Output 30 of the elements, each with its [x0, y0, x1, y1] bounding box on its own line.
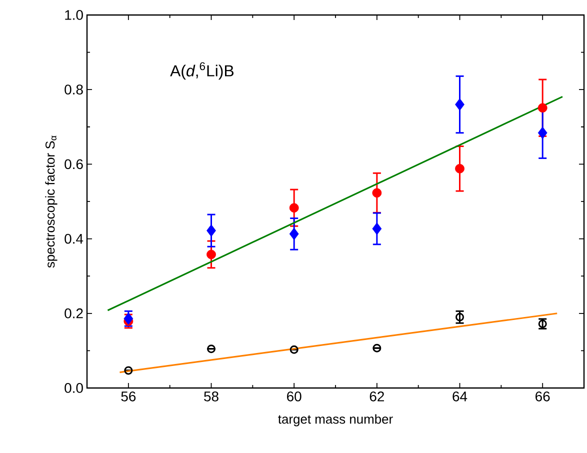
y-axis-title: spectroscopic factor S$_{α}$ [45, 136, 58, 268]
point [372, 188, 382, 198]
point [538, 103, 548, 113]
annotation: A(d,$^{6}$Li)B [170, 62, 234, 80]
y-tick-label: 0.4 [64, 234, 84, 244]
point [455, 164, 464, 174]
point [372, 344, 382, 352]
point [206, 250, 216, 260]
point [456, 312, 464, 322]
point [124, 366, 133, 375]
x-tick-label: 56 [121, 391, 136, 402]
x-tick-label: 66 [536, 391, 550, 402]
point [455, 98, 464, 111]
point [290, 345, 298, 354]
x-tick-label: 64 [452, 391, 468, 402]
y-tick-label: 0.2 [64, 308, 83, 318]
point [538, 126, 548, 140]
point [289, 203, 299, 213]
x-tick-label: 60 [287, 391, 302, 402]
point [372, 222, 382, 235]
x-tick-label: 62 [370, 391, 384, 402]
y-tick-label: 0.6 [64, 159, 83, 170]
point [206, 224, 216, 237]
point [207, 344, 216, 354]
y-tick-label: 0.8 [64, 84, 83, 95]
y-tick-label: 1.0 [65, 10, 83, 20]
x-axis-title: target mass number [278, 414, 393, 426]
x-tick-label: 58 [204, 391, 218, 402]
y-tick-label: 0.0 [64, 383, 83, 393]
point [289, 228, 299, 240]
